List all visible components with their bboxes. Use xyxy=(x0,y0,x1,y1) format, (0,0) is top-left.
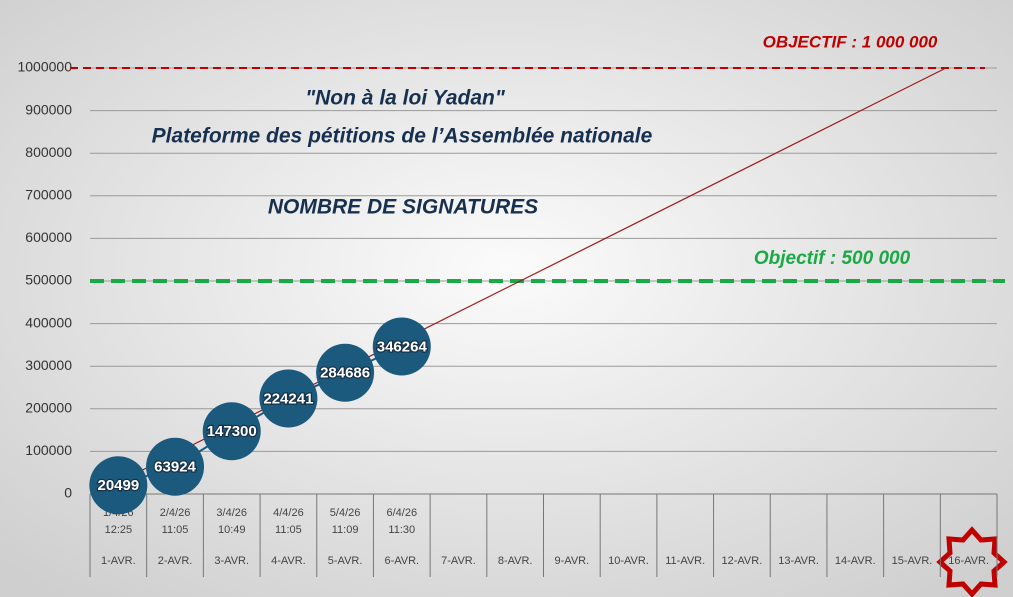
x-tick-label: 7-AVR. xyxy=(441,555,476,567)
marker xyxy=(259,369,318,428)
time-label: 12:25 xyxy=(105,524,133,536)
y-tick-label: 500000 xyxy=(25,272,72,288)
y-tick-label: 700000 xyxy=(25,187,72,203)
y-tick-label: 900000 xyxy=(25,101,72,117)
data-label: 346264 xyxy=(377,338,428,355)
x-tick-label: 5-AVR. xyxy=(328,555,363,567)
marker xyxy=(146,437,205,496)
time-label: 11:30 xyxy=(388,524,415,536)
y-tick-label: 1000000 xyxy=(17,59,72,75)
y-tick-label: 300000 xyxy=(25,357,72,373)
data-label: 284686 xyxy=(320,365,370,382)
date-label: 6/4/26 xyxy=(386,507,417,519)
x-tick-label: 16-AVR. xyxy=(948,555,989,567)
x-tick-label: 3-AVR. xyxy=(214,555,249,567)
y-tick-label: 200000 xyxy=(25,400,72,416)
y-tick-label: 600000 xyxy=(25,229,72,245)
data-label: 224241 xyxy=(263,390,313,407)
time-label: 11:05 xyxy=(162,524,189,536)
chart-title: "Non à la loi Yadan" xyxy=(305,87,506,110)
x-tick-label: 11-AVR. xyxy=(665,555,705,567)
x-tick-label: 13-AVR. xyxy=(778,555,819,567)
y-tick-label: 400000 xyxy=(25,314,72,330)
date-label: 3/4/26 xyxy=(216,507,247,519)
x-tick-label: 1-AVR. xyxy=(101,555,136,567)
data-label: 147300 xyxy=(207,423,257,440)
annotation: NOMBRE DE SIGNATURES xyxy=(268,196,538,219)
data-label: 20499 xyxy=(97,477,139,494)
x-tick-label: 9-AVR. xyxy=(555,555,590,567)
data-label: 63924 xyxy=(154,459,196,476)
x-tick-label: 15-AVR. xyxy=(892,555,933,567)
y-tick-label: 0 xyxy=(64,485,72,501)
trendline xyxy=(118,67,947,483)
y-tick-label: 100000 xyxy=(25,442,72,458)
date-label: 2/4/26 xyxy=(160,507,191,519)
reference-label: Objectif : 500 000 xyxy=(754,248,911,269)
time-label: 11:05 xyxy=(275,524,302,536)
x-tick-label: 8-AVR. xyxy=(498,555,533,567)
chart-subtitle: Plateforme des pétitions de l’Assemblée … xyxy=(152,125,653,148)
x-tick-label: 6-AVR. xyxy=(384,555,419,567)
marker xyxy=(316,343,375,402)
x-tick-label: 12-AVR. xyxy=(722,555,763,567)
marker xyxy=(202,402,261,461)
y-tick-label: 800000 xyxy=(25,144,72,160)
time-label: 11:09 xyxy=(332,524,359,536)
marker xyxy=(372,317,431,376)
date-label: 4/4/26 xyxy=(273,507,304,519)
reference-label: OBJECTIF : 1 000 000 xyxy=(763,32,938,51)
x-tick-label: 10-AVR. xyxy=(608,555,649,567)
x-tick-label: 14-AVR. xyxy=(835,555,876,567)
date-label: 5/4/26 xyxy=(330,507,361,519)
time-label: 10:49 xyxy=(218,524,246,536)
x-tick-label: 2-AVR. xyxy=(158,555,193,567)
star-icon xyxy=(936,526,1008,597)
marker xyxy=(89,456,148,515)
x-tick-label: 4-AVR. xyxy=(271,555,306,567)
